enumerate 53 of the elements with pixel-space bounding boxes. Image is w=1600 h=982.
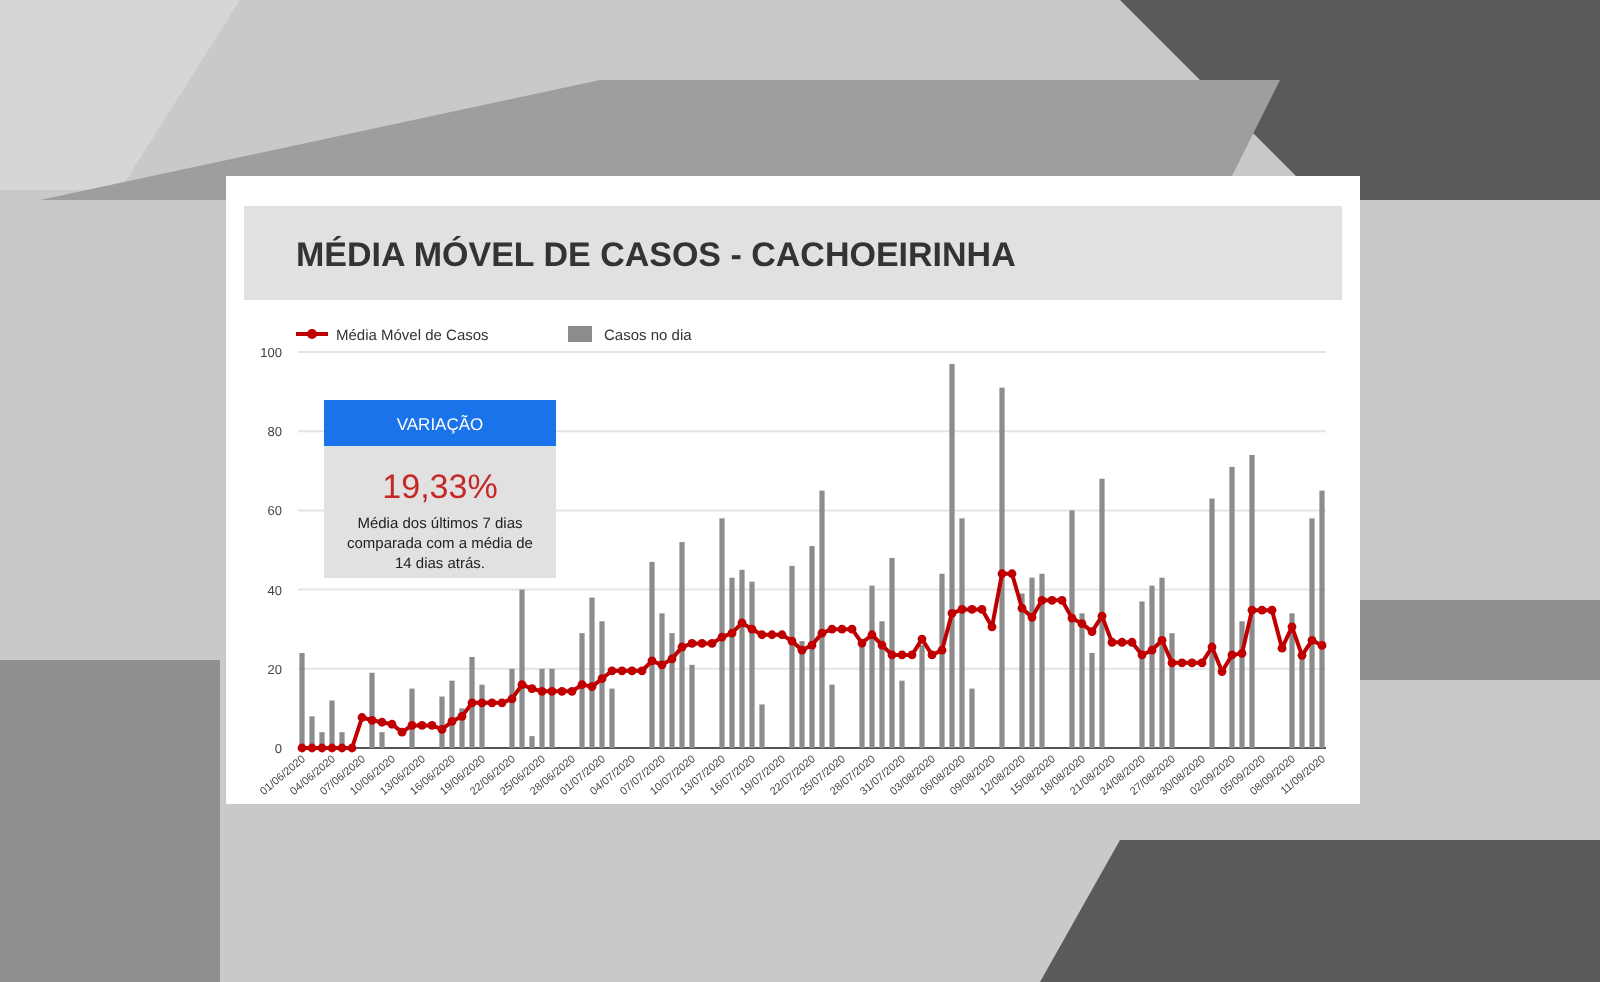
bar — [869, 585, 875, 748]
bar — [659, 613, 665, 748]
bar — [1019, 593, 1025, 748]
bar — [519, 589, 525, 748]
bar — [1089, 652, 1095, 748]
bar — [599, 621, 605, 748]
bar — [1249, 454, 1255, 748]
bar — [759, 704, 765, 748]
bar — [669, 633, 675, 748]
bar — [899, 680, 905, 748]
bar — [1289, 613, 1295, 748]
bar — [809, 546, 815, 748]
bar — [589, 597, 595, 748]
bar — [789, 565, 795, 748]
annotation: 19,33% — [382, 468, 498, 506]
bar — [529, 736, 535, 748]
bar — [1319, 490, 1325, 748]
bar — [1169, 633, 1175, 748]
bar — [679, 542, 685, 748]
bar — [1229, 466, 1235, 748]
bar — [1309, 518, 1315, 748]
bar — [1069, 510, 1075, 748]
bar — [999, 387, 1005, 748]
bar — [1099, 478, 1105, 748]
bar — [649, 561, 655, 748]
bar — [829, 684, 835, 748]
bar — [1159, 577, 1165, 748]
bar — [739, 569, 745, 748]
bar — [379, 732, 385, 748]
bar — [819, 490, 825, 748]
bar — [799, 641, 805, 748]
bar — [539, 668, 545, 748]
bar — [549, 668, 555, 748]
bar — [1209, 498, 1215, 748]
chart-title: MÉDIA MÓVEL DE CASOS - CACHOEIRINHA — [296, 234, 1016, 274]
bar — [949, 363, 955, 748]
bar — [749, 581, 755, 748]
bar — [1149, 585, 1155, 748]
bar — [729, 577, 735, 748]
bar — [959, 518, 965, 748]
bar — [1029, 577, 1035, 748]
annotation: VARIAÇÃO — [396, 414, 485, 434]
bar — [1139, 601, 1145, 748]
bar — [889, 557, 895, 748]
bar — [879, 621, 885, 748]
bar — [939, 573, 945, 748]
bar — [1079, 613, 1085, 748]
bar — [969, 688, 975, 748]
bar — [579, 633, 585, 748]
bar — [609, 688, 615, 748]
bar — [1039, 573, 1045, 748]
bar — [719, 518, 725, 748]
bar — [689, 664, 695, 748]
